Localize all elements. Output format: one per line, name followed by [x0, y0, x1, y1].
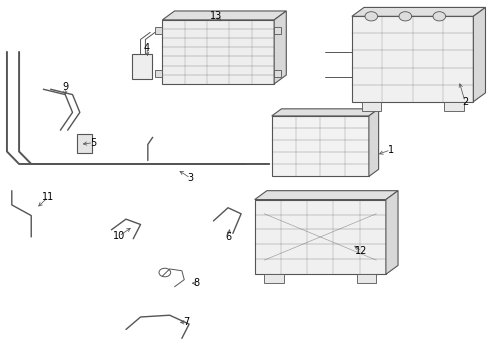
Circle shape [365, 12, 378, 21]
Text: 1: 1 [388, 145, 394, 155]
Bar [444, 102, 464, 111]
Text: 6: 6 [225, 232, 231, 242]
Polygon shape [352, 8, 486, 16]
Circle shape [399, 12, 412, 21]
Polygon shape [386, 191, 398, 274]
Text: 13: 13 [210, 10, 222, 21]
Polygon shape [274, 11, 286, 84]
Polygon shape [255, 191, 398, 199]
Text: 10: 10 [113, 231, 125, 241]
Bar [352, 16, 473, 102]
Bar [357, 274, 376, 283]
Bar [274, 70, 281, 77]
Bar [132, 54, 152, 78]
Polygon shape [473, 8, 486, 102]
Text: 7: 7 [184, 317, 190, 327]
Polygon shape [162, 11, 286, 20]
Text: 9: 9 [62, 82, 68, 93]
Circle shape [433, 12, 445, 21]
Text: 12: 12 [355, 246, 368, 256]
Bar [255, 199, 386, 274]
Text: 4: 4 [144, 42, 150, 53]
Text: 2: 2 [462, 97, 468, 107]
Text: 11: 11 [42, 192, 54, 202]
Bar [272, 116, 369, 176]
Bar [155, 27, 162, 34]
Text: 3: 3 [188, 173, 194, 183]
Bar [155, 70, 162, 77]
Bar [162, 20, 274, 84]
Bar [362, 102, 381, 111]
Bar [274, 27, 281, 34]
Text: 8: 8 [194, 278, 199, 288]
Text: 5: 5 [90, 138, 97, 148]
Bar [265, 274, 284, 283]
Polygon shape [369, 109, 379, 176]
Bar [77, 134, 92, 153]
Polygon shape [272, 109, 379, 116]
